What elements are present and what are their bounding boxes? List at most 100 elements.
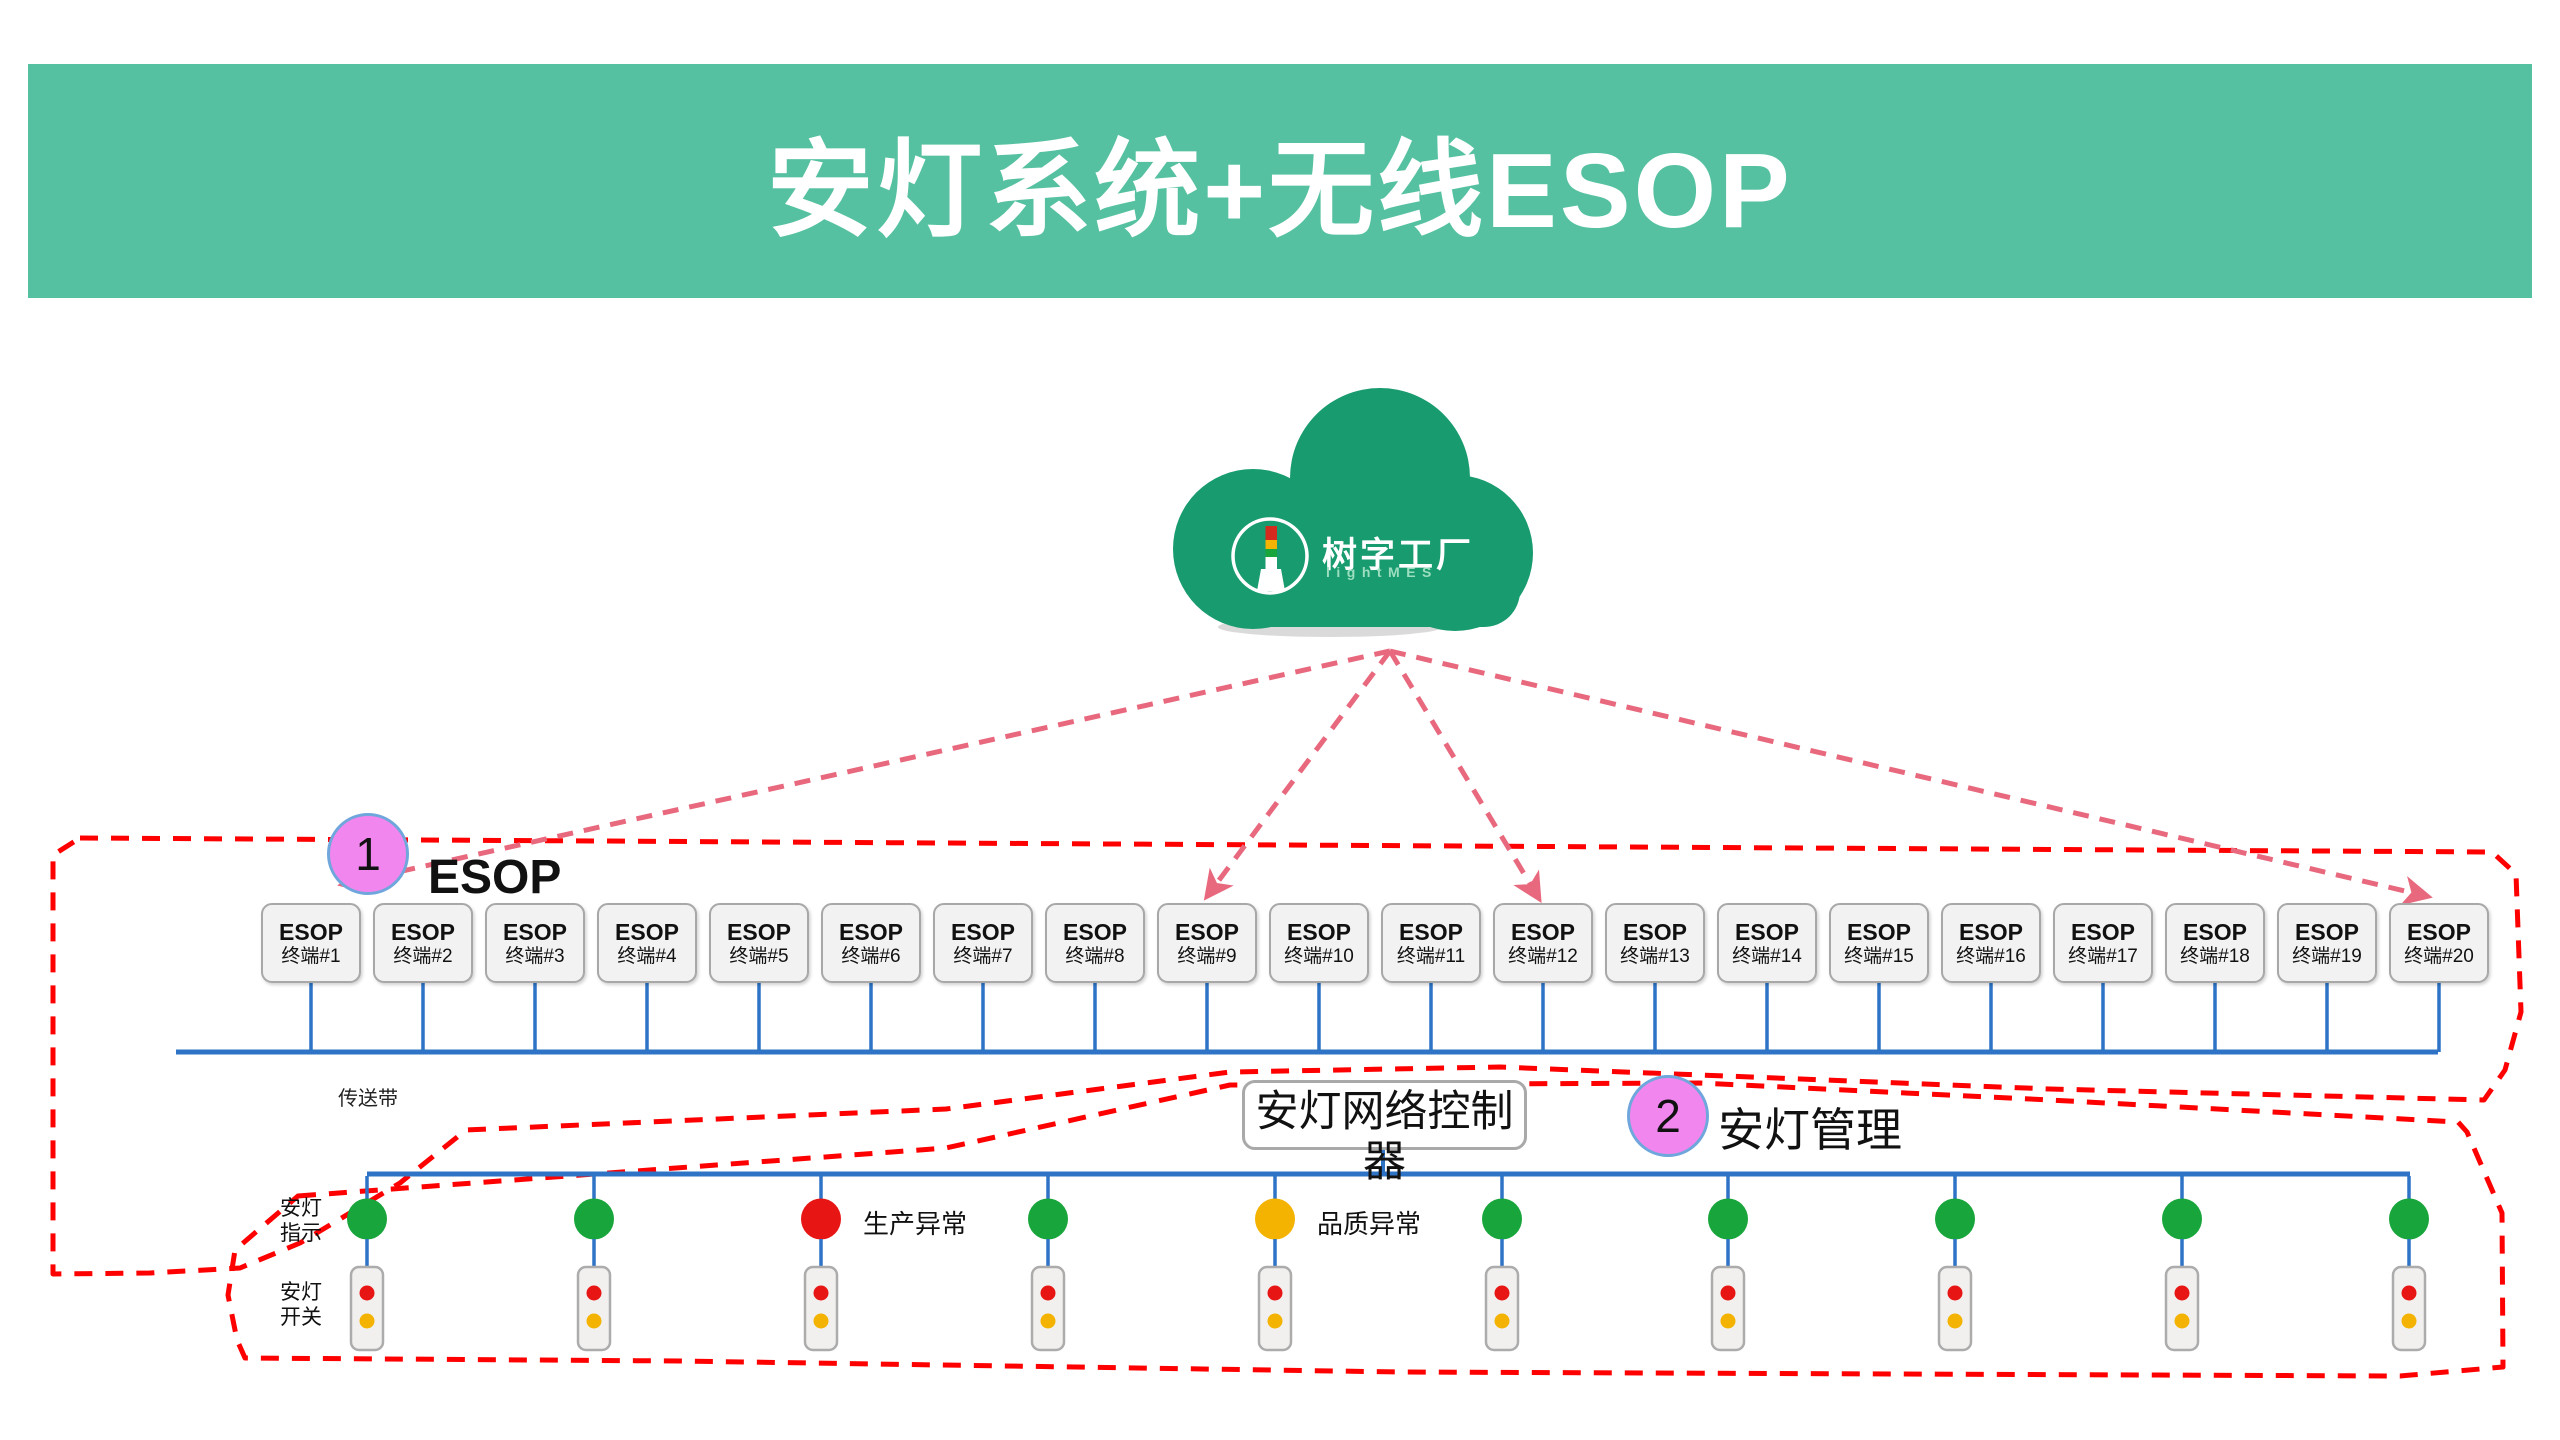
andon-station-5 [1255, 1176, 1295, 1352]
terminal-title: ESOP [1175, 918, 1239, 945]
terminal-number: 终端#7 [953, 945, 1013, 967]
switch-yellow-button[interactable] [2174, 1313, 2190, 1329]
andon-switch-box[interactable] [2164, 1265, 2200, 1352]
andon-switch-box[interactable] [1710, 1265, 1746, 1352]
terminal-title: ESOP [1287, 918, 1351, 945]
switch-red-button[interactable] [2174, 1285, 2190, 1301]
esop-terminal-3[interactable]: ESOP 终端#3 [485, 903, 585, 983]
esop-terminal-2[interactable]: ESOP 终端#2 [373, 903, 473, 983]
switch-red-button[interactable] [813, 1285, 829, 1301]
andon-station-3 [801, 1176, 841, 1352]
andon-network-controller-box[interactable]: 安灯网络控制器 [1242, 1080, 1527, 1186]
andon-lamp-green[interactable] [1708, 1198, 1748, 1240]
andon-lamp-green[interactable] [1935, 1198, 1975, 1240]
esop-terminal-4[interactable]: ESOP 终端#4 [597, 903, 697, 983]
esop-terminal-12[interactable]: ESOP 终端#12 [1493, 903, 1593, 983]
andon-switch-box[interactable] [2391, 1265, 2427, 1352]
switch-yellow-button[interactable] [1267, 1313, 1283, 1329]
andon-switch-box[interactable] [1937, 1265, 1973, 1352]
terminal-title: ESOP [615, 918, 679, 945]
terminal-number: 终端#11 [1396, 945, 1466, 967]
andon-switch-box[interactable] [1257, 1265, 1293, 1352]
step-badge-1[interactable]: 1 [327, 813, 409, 895]
terminal-title: ESOP [1399, 918, 1463, 945]
andon-station-8 [1935, 1176, 1975, 1352]
terminal-number: 终端#6 [841, 945, 901, 967]
terminal-number: 终端#5 [729, 945, 789, 967]
andon-lamp-green[interactable] [574, 1198, 614, 1240]
esop-terminal-9[interactable]: ESOP 终端#9 [1157, 903, 1257, 983]
andon-station-10 [2389, 1176, 2429, 1352]
switch-yellow-button[interactable] [2401, 1313, 2417, 1329]
andon-switch-box[interactable] [803, 1265, 839, 1352]
andon-station-2 [574, 1176, 614, 1352]
switch-red-button[interactable] [359, 1285, 375, 1301]
step-badge-2[interactable]: 2 [1627, 1075, 1709, 1157]
esop-terminal-17[interactable]: ESOP 终端#17 [2053, 903, 2153, 983]
esop-terminal-1[interactable]: ESOP 终端#1 [261, 903, 361, 983]
andon-lamp-green[interactable] [2162, 1198, 2202, 1240]
andon-switch-box[interactable] [1030, 1265, 1066, 1352]
terminal-title: ESOP [391, 918, 455, 945]
terminal-title: ESOP [2071, 918, 2135, 945]
terminal-title: ESOP [1959, 918, 2023, 945]
esop-terminal-16[interactable]: ESOP 终端#16 [1941, 903, 2041, 983]
andon-lamp-red[interactable] [801, 1198, 841, 1240]
esop-terminal-20[interactable]: ESOP 终端#20 [2389, 903, 2489, 983]
switch-yellow-button[interactable] [1494, 1313, 1510, 1329]
controller-label: 安灯网络控制器 [1255, 1088, 1514, 1186]
esop-terminal-18[interactable]: ESOP 终端#18 [2165, 903, 2265, 983]
step-badge-2-number: 2 [1655, 1090, 1681, 1142]
terminal-number: 终端#20 [2404, 945, 2474, 967]
terminal-title: ESOP [1063, 918, 1127, 945]
arrow-cloud-to-terminal-12 [1387, 649, 1542, 903]
switch-yellow-button[interactable] [1720, 1313, 1736, 1329]
terminal-number: 终端#14 [1732, 945, 1802, 967]
andon-switch-box[interactable] [1484, 1265, 1520, 1352]
switch-yellow-button[interactable] [1947, 1313, 1963, 1329]
switch-yellow-button[interactable] [813, 1313, 829, 1329]
andon-lamp-green[interactable] [1028, 1198, 1068, 1240]
terminal-title: ESOP [1735, 918, 1799, 945]
terminal-number: 终端#15 [1844, 945, 1914, 967]
terminal-number: 终端#13 [1620, 945, 1690, 967]
esop-terminal-8[interactable]: ESOP 终端#8 [1045, 903, 1145, 983]
terminal-number: 终端#10 [1284, 945, 1354, 967]
switch-red-button[interactable] [1040, 1285, 1056, 1301]
switch-red-button[interactable] [1267, 1285, 1283, 1301]
switch-red-button[interactable] [1494, 1285, 1510, 1301]
andon-switch-label: 安灯 开关 [280, 1281, 322, 1329]
esop-terminal-10[interactable]: ESOP 终端#10 [1269, 903, 1369, 983]
esop-terminal-5[interactable]: ESOP 终端#5 [709, 903, 809, 983]
esop-terminal-7[interactable]: ESOP 终端#7 [933, 903, 1033, 983]
andon-switch-box[interactable] [349, 1265, 385, 1352]
andon-lamp-green[interactable] [1482, 1198, 1522, 1240]
terminal-number: 终端#12 [1508, 945, 1578, 967]
switch-red-button[interactable] [586, 1285, 602, 1301]
esop-terminal-19[interactable]: ESOP 终端#19 [2277, 903, 2377, 983]
cloud-brand-text: 树字工厂 [1322, 536, 1475, 575]
switch-yellow-button[interactable] [359, 1313, 375, 1329]
title-banner: 安灯系统+无线ESOP [28, 64, 2532, 298]
cloud-logo[interactable] [1173, 388, 1533, 637]
conveyor-label: 传送带 [338, 1088, 398, 1110]
andon-lamp-green[interactable] [2389, 1198, 2429, 1240]
andon-tower-icon [1257, 526, 1285, 591]
esop-terminal-14[interactable]: ESOP 终端#14 [1717, 903, 1817, 983]
esop-terminal-13[interactable]: ESOP 终端#13 [1605, 903, 1705, 983]
arrow-cloud-to-terminal-20 [1389, 648, 2433, 906]
esop-terminal-6[interactable]: ESOP 终端#6 [821, 903, 921, 983]
esop-terminal-11[interactable]: ESOP 终端#11 [1381, 903, 1481, 983]
switch-red-button[interactable] [2401, 1285, 2417, 1301]
switch-yellow-button[interactable] [1040, 1313, 1056, 1329]
switch-yellow-button[interactable] [586, 1313, 602, 1329]
terminal-title: ESOP [2183, 918, 2247, 945]
andon-switch-box[interactable] [576, 1265, 612, 1352]
esop-terminal-15[interactable]: ESOP 终端#15 [1829, 903, 1929, 983]
andon-section-label: 安灯管理 [1718, 1104, 1902, 1156]
andon-lamp-yellow[interactable] [1255, 1198, 1295, 1240]
andon-lamp-green[interactable] [347, 1198, 387, 1240]
switch-red-button[interactable] [1947, 1285, 1963, 1301]
switch-red-button[interactable] [1720, 1285, 1736, 1301]
